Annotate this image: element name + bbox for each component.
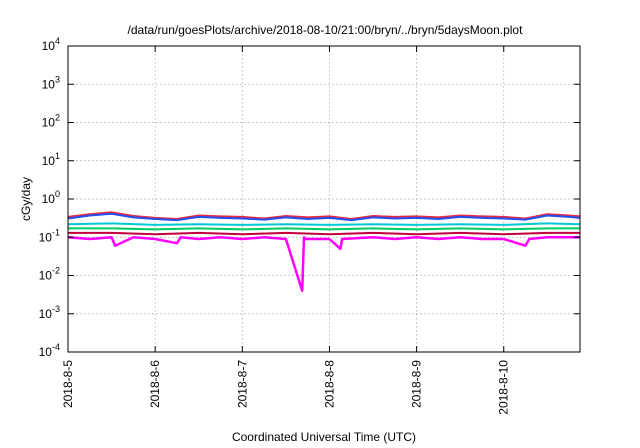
series-line-1 (67, 236, 580, 292)
y-tick-label: 103 (42, 74, 60, 91)
y-tick-label: 100 (42, 189, 60, 206)
chart-title: /data/run/goesPlots/archive/2018-08-10/2… (128, 23, 524, 37)
x-tick-label: 2018-8-10 (497, 360, 511, 415)
series-line-4 (67, 222, 581, 226)
series-group (67, 211, 581, 292)
series-line-2 (68, 231, 580, 236)
series-line-6 (67, 212, 581, 222)
y-tick-label: 10-4 (39, 342, 60, 359)
x-tick-label: 2018-8-8 (322, 360, 336, 408)
axis-ticks (67, 45, 580, 353)
y-tick-label: 10-3 (39, 304, 60, 321)
y-tick-label: 102 (42, 113, 60, 130)
grid (68, 46, 580, 352)
y-tick-label: 10-2 (39, 266, 60, 283)
x-tick-label: 2018-8-5 (61, 360, 75, 408)
y-axis-label: cGy/day (19, 177, 33, 221)
y-tick-labels: 104 103 102 101 100 10-1 10-2 10-3 10-4 (39, 36, 60, 359)
series-line-5 (67, 211, 581, 220)
series-line-3 (68, 227, 580, 231)
y-tick-label: 101 (42, 151, 60, 168)
y-tick-label: 10-1 (39, 227, 60, 244)
x-tick-labels: 2018-8-5 2018-8-6 2018-8-7 2018-8-8 2018-8-9… (61, 360, 511, 415)
x-axis-label: Coordinated Universal Time (UTC) (232, 430, 416, 444)
x-tick-label: 2018-8-9 (410, 360, 424, 408)
x-tick-label: 2018-8-6 (148, 360, 162, 408)
x-tick-label: 2018-8-7 (235, 360, 249, 408)
y-tick-label: 104 (42, 36, 60, 53)
